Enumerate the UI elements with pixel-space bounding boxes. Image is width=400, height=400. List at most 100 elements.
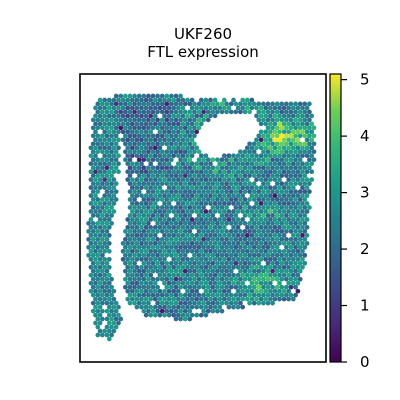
spot [180, 177, 186, 182]
spot [198, 304, 204, 310]
spot [187, 173, 193, 178]
spot [261, 197, 266, 202]
spot [281, 201, 287, 206]
spot [109, 181, 114, 186]
spot [162, 177, 167, 182]
spot [171, 217, 177, 222]
spot [175, 97, 181, 103]
spot [104, 308, 110, 314]
spot [201, 284, 206, 290]
spot [297, 237, 303, 242]
spot [93, 113, 98, 119]
spot [166, 312, 172, 318]
spot [175, 296, 181, 302]
spot [159, 141, 165, 147]
spot [141, 221, 147, 226]
spot [185, 272, 190, 278]
spot [139, 169, 144, 175]
spot [284, 205, 289, 210]
spot [210, 292, 216, 298]
spot [293, 125, 298, 131]
spot [265, 165, 271, 171]
spot [263, 145, 269, 151]
spot [182, 221, 188, 226]
spot [307, 157, 312, 163]
spot [125, 217, 131, 222]
spot [143, 209, 149, 214]
spot [169, 205, 174, 210]
spot [143, 241, 149, 246]
spot [148, 209, 154, 214]
spot [180, 137, 186, 143]
spot [146, 213, 151, 218]
spot [208, 209, 213, 214]
spot [258, 145, 264, 151]
spot [159, 229, 165, 234]
spot [139, 296, 144, 302]
spot [97, 225, 103, 230]
spot [304, 241, 310, 246]
spot [288, 189, 294, 194]
spot [95, 229, 101, 234]
spot [302, 101, 308, 107]
spot [242, 181, 248, 186]
spot [201, 165, 206, 171]
spot [295, 137, 301, 143]
spot [187, 316, 193, 322]
spot [180, 225, 186, 230]
spot [281, 256, 287, 262]
spot [118, 101, 124, 107]
spot [256, 268, 262, 274]
spot [104, 101, 110, 107]
spot [304, 193, 310, 198]
spot [196, 149, 202, 155]
spot [240, 201, 246, 206]
spot [178, 165, 183, 171]
spot [247, 165, 252, 171]
spot [159, 125, 165, 131]
spot [198, 256, 204, 262]
spot [157, 256, 163, 262]
spot [277, 225, 282, 230]
spot [208, 272, 213, 278]
spot [238, 292, 243, 298]
spot [146, 308, 151, 314]
spot [180, 153, 186, 159]
spot [290, 201, 296, 206]
spot [228, 284, 234, 290]
spot [178, 292, 183, 298]
spot [97, 241, 103, 246]
spot [132, 189, 137, 194]
spot [297, 173, 303, 178]
spot [233, 109, 239, 115]
spot [185, 225, 190, 230]
spot [284, 292, 289, 298]
spot [155, 133, 160, 139]
spot [109, 197, 114, 202]
spot [270, 101, 275, 107]
spot [201, 308, 206, 314]
spot [173, 181, 179, 186]
spot [194, 264, 200, 270]
spot [210, 173, 216, 178]
spot [290, 209, 296, 214]
spot [238, 284, 243, 290]
spot [244, 209, 250, 214]
spot [113, 165, 119, 171]
spot [270, 125, 275, 131]
spot [166, 129, 172, 135]
spot [88, 264, 94, 270]
spot [288, 244, 294, 250]
spot [210, 260, 216, 266]
spot [169, 109, 174, 115]
spot [129, 97, 135, 103]
spot [93, 264, 98, 270]
spot [104, 244, 110, 250]
spot [286, 288, 292, 294]
spot [194, 256, 200, 262]
spot [219, 205, 225, 210]
spot [155, 197, 160, 202]
spot [203, 304, 209, 310]
spot [256, 101, 262, 107]
